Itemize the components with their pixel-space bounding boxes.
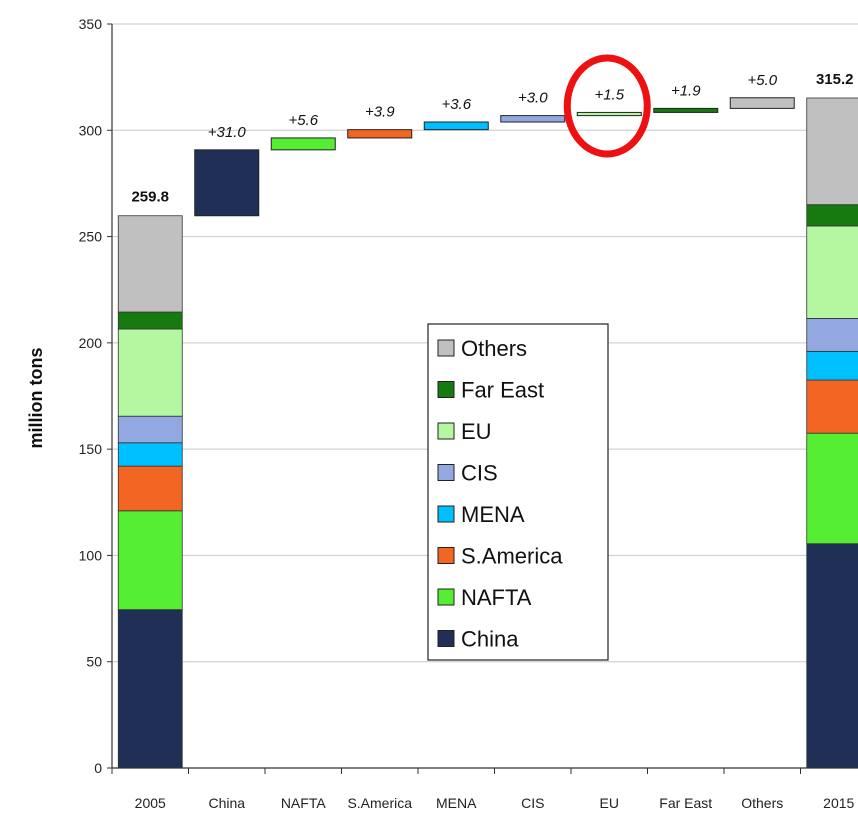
bars bbox=[117, 97, 858, 769]
increment-bar-nafta bbox=[270, 137, 336, 151]
bar-segment-cis bbox=[117, 415, 183, 444]
data-label: +5.6 bbox=[288, 112, 318, 129]
legend-swatch bbox=[437, 381, 455, 398]
increment-bar-s-america bbox=[347, 129, 413, 139]
data-label: +3.0 bbox=[518, 90, 548, 107]
y-tick-label: 300 bbox=[79, 122, 103, 138]
data-label: +3.9 bbox=[365, 104, 395, 121]
x-tick-label: Others bbox=[741, 795, 783, 811]
legend: Others Far East EU CIS MENA S.America NAFTA Chi… bbox=[427, 323, 609, 661]
legend-entry: MENA bbox=[461, 502, 525, 527]
legend-swatch bbox=[437, 339, 455, 357]
y-tick-label: 50 bbox=[86, 654, 102, 670]
increment-bar-cis bbox=[500, 115, 566, 123]
y-tick-label: 100 bbox=[79, 547, 103, 563]
y-tick-label: 350 bbox=[79, 16, 103, 32]
increment-bar-china bbox=[194, 149, 260, 217]
highlight-circle bbox=[563, 54, 651, 158]
legend-entry: EU bbox=[461, 419, 492, 444]
y-tick-label: 250 bbox=[79, 229, 103, 245]
legend-entry: S.America bbox=[461, 544, 563, 569]
bar-segment-eu bbox=[806, 225, 858, 319]
data-label: 315.2 bbox=[816, 71, 854, 88]
legend-swatch bbox=[437, 630, 455, 647]
y-tick-label: 200 bbox=[79, 335, 103, 351]
bar-segment-china bbox=[806, 543, 858, 769]
bar-segment-nafta bbox=[806, 432, 858, 545]
bar-segment-cis bbox=[806, 318, 858, 352]
bar-segment-mena bbox=[806, 350, 858, 381]
data-label: +31.0 bbox=[208, 124, 247, 141]
x-tick-label: EU bbox=[600, 795, 619, 811]
highlight bbox=[563, 54, 651, 158]
legend-swatch bbox=[437, 422, 455, 440]
x-tick-label: CIS bbox=[521, 795, 544, 811]
legend-box bbox=[427, 323, 609, 661]
data-label: +1.9 bbox=[671, 82, 701, 99]
increment-bar-far-east bbox=[653, 107, 719, 113]
legend-swatch bbox=[437, 505, 455, 523]
legend-entry: Far East bbox=[461, 378, 544, 403]
x-tick-label: NAFTA bbox=[281, 795, 327, 811]
increment-bar-eu bbox=[576, 111, 642, 117]
data-label: +5.0 bbox=[747, 72, 777, 89]
legend-swatch bbox=[437, 547, 455, 564]
y-tick-label: 150 bbox=[79, 441, 103, 457]
bar-segment-s-america bbox=[806, 379, 858, 434]
data-label: +1.5 bbox=[594, 86, 624, 103]
axes: 0 50 100 150 200 250 300 350 2005 China NAFTA S.Ame… bbox=[79, 16, 858, 811]
data-label: +3.6 bbox=[441, 96, 471, 113]
legend-entry: China bbox=[461, 627, 519, 652]
x-tick-label: Far East bbox=[659, 795, 712, 811]
bar-segment-eu bbox=[117, 328, 183, 417]
data-label: 259.8 bbox=[131, 189, 169, 206]
increment-bar-others bbox=[729, 97, 795, 109]
x-tick-label: China bbox=[208, 795, 245, 811]
bar-segment-others bbox=[806, 97, 858, 206]
bar-segment-s-america bbox=[117, 465, 183, 512]
bar-segment-mena bbox=[117, 442, 183, 467]
x-tick-label: 2015 bbox=[823, 795, 854, 811]
legend-entry: Others bbox=[461, 336, 527, 361]
y-axis-label: million tons bbox=[26, 348, 46, 449]
x-tick-label: MENA bbox=[436, 795, 477, 811]
increment-bar-mena bbox=[423, 121, 489, 131]
x-tick-label: S.America bbox=[347, 795, 412, 811]
legend-swatch bbox=[437, 464, 455, 481]
bar-segment-nafta bbox=[117, 510, 183, 611]
bar-segment-china bbox=[117, 609, 183, 769]
x-tick-label: 2005 bbox=[135, 795, 166, 811]
legend-entry: CIS bbox=[461, 461, 498, 486]
y-tick-label: 0 bbox=[94, 760, 102, 776]
legend-swatch bbox=[437, 588, 455, 606]
legend-entry: NAFTA bbox=[461, 585, 532, 610]
data-labels: 259.8 +31.0 +5.6 +3.9 +3.6 +3.0 +1.5 +1.9 +5.0 31… bbox=[131, 71, 853, 206]
bar-segment-others bbox=[117, 215, 183, 313]
bar-segment-far-east bbox=[806, 204, 858, 227]
bar-segment-far-east bbox=[117, 311, 183, 330]
